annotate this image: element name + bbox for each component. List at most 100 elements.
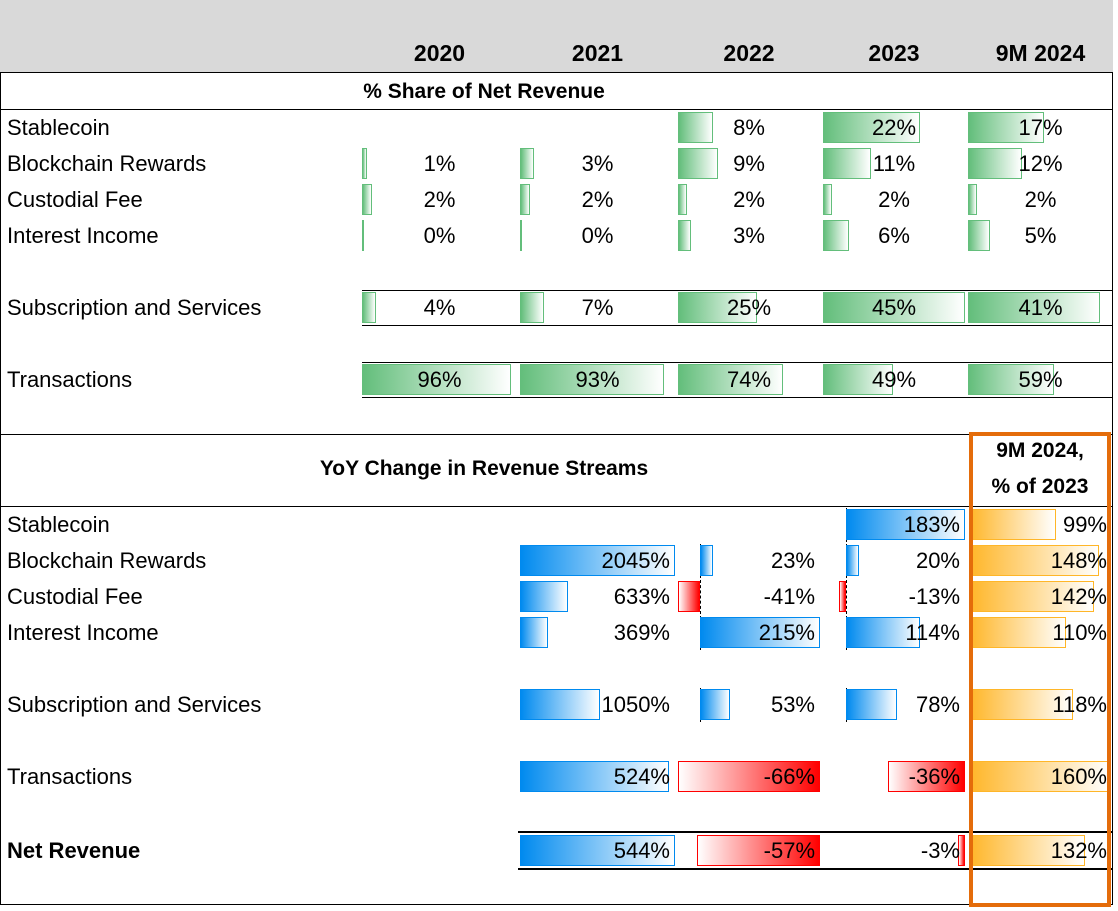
share-value: 1%	[423, 151, 456, 176]
share-data-bar	[362, 148, 367, 179]
negative-data-bar	[697, 835, 820, 866]
share-value: 49%	[871, 367, 917, 392]
row-label: Subscription and Services	[7, 295, 262, 320]
share-cell: 9%	[678, 147, 820, 181]
positive-data-bar	[520, 545, 675, 576]
share-value: 12%	[1018, 151, 1063, 176]
share-cell: 2%	[520, 183, 675, 217]
share-data-bar	[823, 364, 893, 395]
positive-data-bar	[700, 545, 713, 576]
share-value: 41%	[1018, 295, 1063, 320]
negative-data-bar	[839, 581, 846, 612]
share-data-bar	[823, 184, 832, 215]
share-cell: 2%	[968, 183, 1113, 217]
negative-data-bar	[958, 835, 965, 866]
ytd-data-bar	[969, 509, 1057, 540]
share-data-bar	[823, 292, 965, 323]
ytd-value: 132%	[1050, 838, 1107, 863]
positive-data-bar	[520, 761, 670, 792]
row-label: Transactions	[7, 367, 133, 392]
share-cell: 49%	[823, 363, 965, 397]
row-label: Custodial Fee	[7, 584, 143, 609]
divider	[362, 362, 1113, 363]
yoy-cell: -3%	[823, 834, 965, 868]
share-cell: 59%	[968, 363, 1113, 397]
divider	[362, 397, 1113, 398]
yoy-value: -57%	[763, 838, 815, 863]
yoy-cell: 1050%	[520, 688, 675, 722]
year-header: 2022	[723, 40, 775, 66]
positive-data-bar	[520, 689, 600, 720]
negative-data-bar	[678, 581, 700, 612]
positive-data-bar	[846, 509, 965, 540]
share-cell: 4%	[362, 291, 517, 325]
yoy-value: 215%	[758, 620, 815, 645]
bar-axis	[700, 580, 701, 614]
share-value: 11%	[872, 151, 916, 176]
share-data-bar	[520, 220, 522, 251]
ytd-highlight-box	[969, 432, 1111, 907]
positive-data-bar	[520, 835, 675, 866]
share-value: 9%	[733, 151, 765, 176]
ytd-value: 110%	[1052, 620, 1107, 645]
share-cell: 93%	[520, 363, 675, 397]
row-label: Interest Income	[7, 620, 159, 645]
yoy-cell: -36%	[823, 760, 965, 794]
share-cell: 8%	[678, 111, 820, 145]
yoy-section-title: YoY Change in Revenue Streams	[319, 457, 649, 480]
share-cell: 2%	[823, 183, 965, 217]
share-cell: 0%	[520, 219, 675, 253]
yoy-value: 524%	[613, 764, 670, 789]
ytd-value: 118%	[1052, 692, 1107, 717]
yoy-cell: 53%	[678, 688, 820, 722]
row-label: Subscription and Services	[7, 692, 262, 717]
share-value: 59%	[1018, 367, 1063, 392]
share-cell: 3%	[520, 147, 675, 181]
share-data-bar	[968, 364, 1054, 395]
yoy-value: 1050%	[601, 692, 670, 717]
ytd-value: 99%	[1062, 512, 1107, 537]
divider	[0, 506, 1113, 507]
yoy-cell: 369%	[520, 616, 675, 650]
row-label: Stablecoin	[7, 115, 110, 140]
yoy-cell: 544%	[520, 834, 675, 868]
divider	[0, 434, 1113, 435]
positive-data-bar	[700, 689, 730, 720]
bar-axis	[846, 580, 847, 614]
share-cell: 25%	[678, 291, 820, 325]
ytd-data-bar	[969, 689, 1073, 720]
share-cell: 6%	[823, 219, 965, 253]
share-data-bar	[362, 292, 376, 323]
ytd-cell: 118%	[969, 688, 1110, 722]
yoy-cell: -66%	[678, 760, 820, 794]
share-data-bar	[968, 292, 1101, 323]
share-value: 6%	[878, 223, 910, 248]
ytd-value: 142%	[1050, 584, 1107, 609]
share-cell: 5%	[968, 219, 1113, 253]
share-data-bar	[823, 148, 872, 179]
ytd-value: 160%	[1050, 764, 1107, 789]
yoy-value: 23%	[770, 548, 815, 573]
yoy-value: 78%	[915, 692, 960, 717]
share-value: 4%	[423, 295, 456, 320]
year-header: 2020	[413, 40, 466, 66]
row-label: Interest Income	[7, 223, 159, 248]
yoy-value: 2045%	[601, 548, 670, 573]
net-revenue-bottom-border	[518, 868, 1112, 870]
net-revenue-top-border	[518, 831, 1112, 833]
share-data-bar	[520, 292, 545, 323]
share-value: 17%	[1018, 115, 1063, 140]
share-data-bar	[968, 184, 977, 215]
divider	[0, 109, 1113, 110]
row-label: Blockchain Rewards	[7, 151, 207, 176]
row-label: Stablecoin	[7, 512, 110, 537]
divider	[362, 290, 1113, 291]
row-label: Transactions	[7, 764, 133, 789]
share-cell: 96%	[362, 363, 517, 397]
yoy-value: -13%	[908, 584, 960, 609]
share-cell: 2%	[362, 183, 517, 217]
yoy-cell: -41%	[678, 580, 820, 614]
yoy-cell: -13%	[823, 580, 965, 614]
share-cell: 17%	[968, 111, 1113, 145]
share-cell: 2%	[678, 183, 820, 217]
